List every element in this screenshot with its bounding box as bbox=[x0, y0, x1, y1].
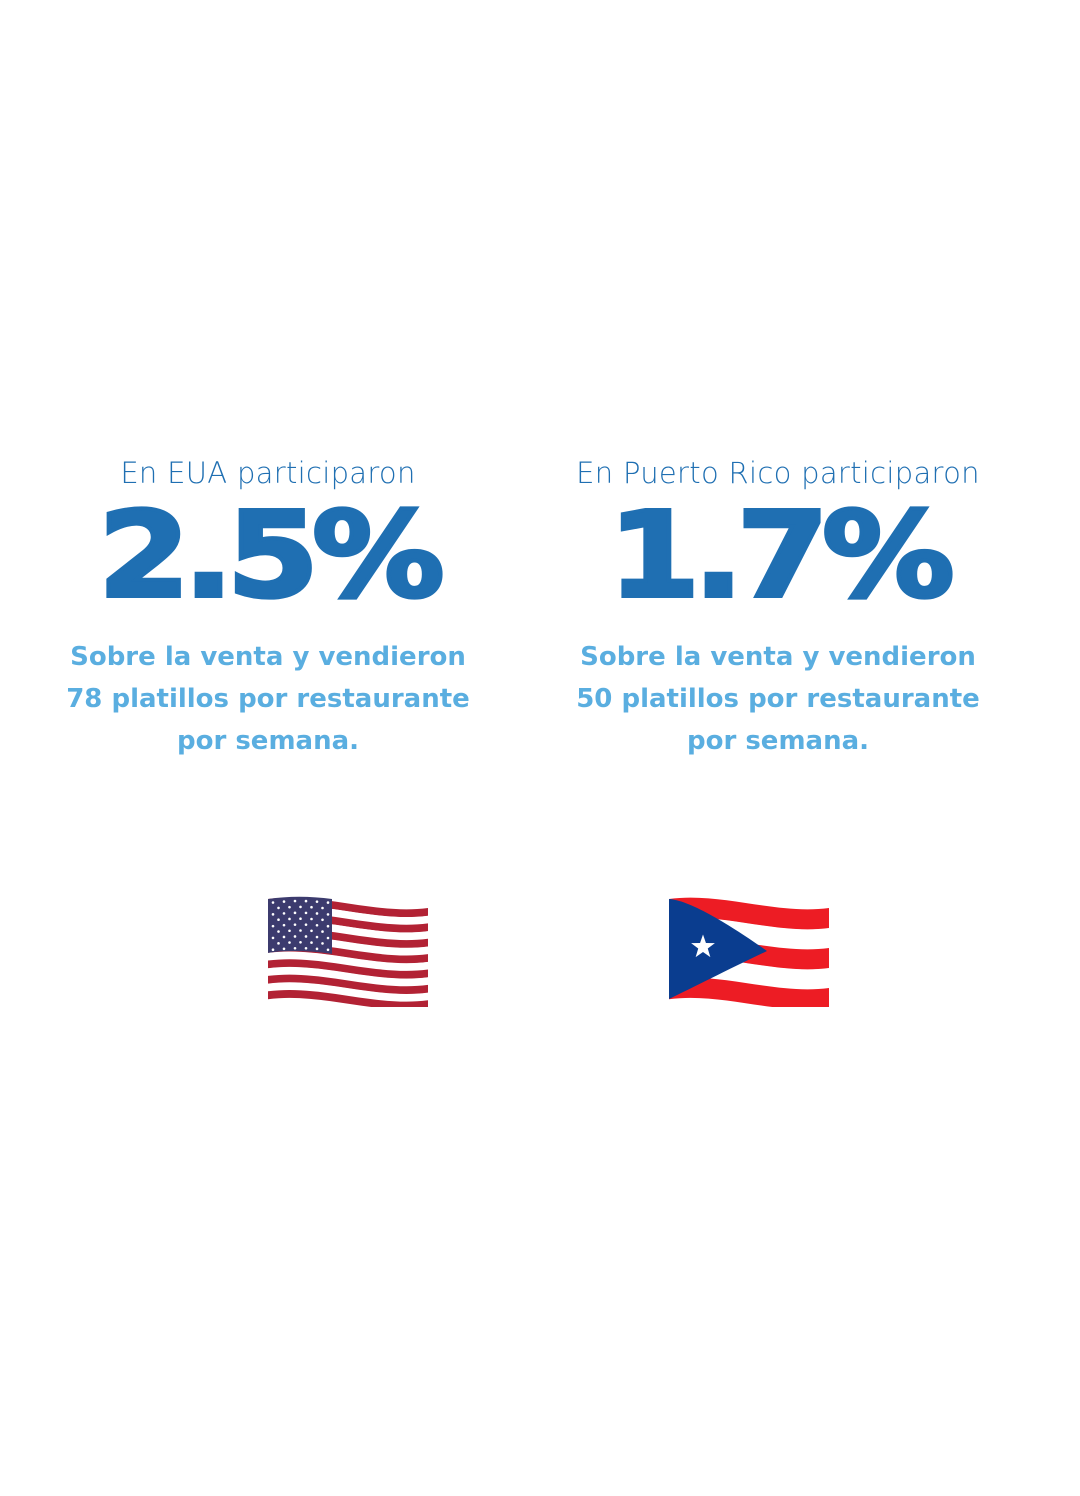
flag-star bbox=[288, 917, 291, 921]
flag-star bbox=[326, 924, 330, 928]
flag-star bbox=[326, 913, 330, 916]
stat-value: 1.7% bbox=[606, 486, 957, 624]
stat-block: En EUA participaron 2.5% Sobre la venta … bbox=[8, 450, 528, 762]
flag-stripe bbox=[268, 959, 428, 979]
description-line: 50 platillos por restaurante bbox=[576, 684, 980, 714]
flag-stripe bbox=[268, 982, 428, 1002]
flag-star bbox=[288, 905, 291, 909]
flag-star bbox=[691, 934, 715, 958]
flag-star bbox=[299, 905, 302, 909]
stat-value: 2.5% bbox=[96, 486, 447, 624]
us-flag bbox=[268, 896, 428, 1007]
flag-star bbox=[315, 935, 319, 939]
stat-label: En EUA participaron bbox=[120, 456, 416, 490]
flag-star bbox=[326, 936, 330, 940]
flag-stripe bbox=[268, 951, 428, 972]
flag-star bbox=[271, 936, 275, 940]
flag-star bbox=[304, 935, 308, 938]
flag-star bbox=[321, 906, 324, 910]
flag-star bbox=[271, 948, 275, 952]
flag-star bbox=[315, 923, 319, 927]
flag-star bbox=[310, 929, 313, 933]
flag-star bbox=[293, 946, 297, 950]
flag-star bbox=[304, 899, 308, 903]
flag-stripe bbox=[669, 897, 829, 930]
flag-star bbox=[315, 947, 319, 951]
flag-star bbox=[326, 901, 330, 904]
flag-star bbox=[321, 942, 324, 945]
flag-star bbox=[315, 900, 319, 903]
flag-star bbox=[304, 923, 308, 926]
flag-stripe bbox=[669, 977, 829, 1007]
flag-star bbox=[288, 929, 291, 933]
flag-star bbox=[299, 941, 302, 944]
flag-star bbox=[288, 941, 291, 944]
flag-star bbox=[310, 941, 313, 944]
description-line: por semana. bbox=[686, 726, 870, 756]
flag-star bbox=[282, 923, 286, 927]
flag-star bbox=[304, 946, 308, 950]
stat-block: En Puerto Rico participaron 1.7% Sobre l… bbox=[518, 450, 1038, 762]
flag-star bbox=[277, 930, 280, 933]
flag-star bbox=[299, 929, 302, 932]
flag-star bbox=[310, 917, 313, 921]
stat-description: Sobre la venta y vendieron 50 platillos … bbox=[518, 636, 1038, 762]
description-line: por semana. bbox=[176, 726, 360, 756]
flag-stripe bbox=[268, 974, 428, 995]
description-line: Sobre la venta y vendieron bbox=[580, 642, 976, 672]
stat-description: Sobre la venta y vendieron 78 platillos … bbox=[8, 636, 528, 762]
flag-star bbox=[271, 924, 275, 928]
description-line: 78 platillos por restaurante bbox=[66, 684, 470, 714]
flag-star bbox=[293, 935, 297, 938]
pr-flag bbox=[669, 897, 829, 1007]
flag-stripe bbox=[268, 989, 428, 1007]
flag-star bbox=[315, 912, 319, 915]
flag-star bbox=[310, 905, 313, 909]
flag-star bbox=[293, 899, 297, 903]
flag-star bbox=[277, 942, 280, 945]
flag-star bbox=[321, 918, 324, 922]
flag-star bbox=[277, 918, 280, 922]
flag-star bbox=[321, 930, 324, 933]
flag-canton bbox=[268, 896, 332, 954]
stat-label: En Puerto Rico participaron bbox=[576, 456, 980, 490]
flag-triangle bbox=[669, 899, 767, 999]
flag-star bbox=[282, 947, 286, 951]
flag-star bbox=[271, 913, 275, 916]
flag-star bbox=[304, 911, 308, 915]
flag-star bbox=[293, 923, 297, 926]
description-line: Sobre la venta y vendieron bbox=[70, 642, 466, 672]
flag-star bbox=[282, 900, 286, 903]
flag-star bbox=[271, 901, 275, 904]
flag-star bbox=[282, 912, 286, 915]
flag-star bbox=[293, 911, 297, 915]
flag-star bbox=[299, 917, 302, 921]
flag-stripe bbox=[268, 966, 428, 987]
flag-star bbox=[277, 906, 280, 910]
flag-star bbox=[326, 948, 330, 952]
flag-star bbox=[282, 935, 286, 939]
